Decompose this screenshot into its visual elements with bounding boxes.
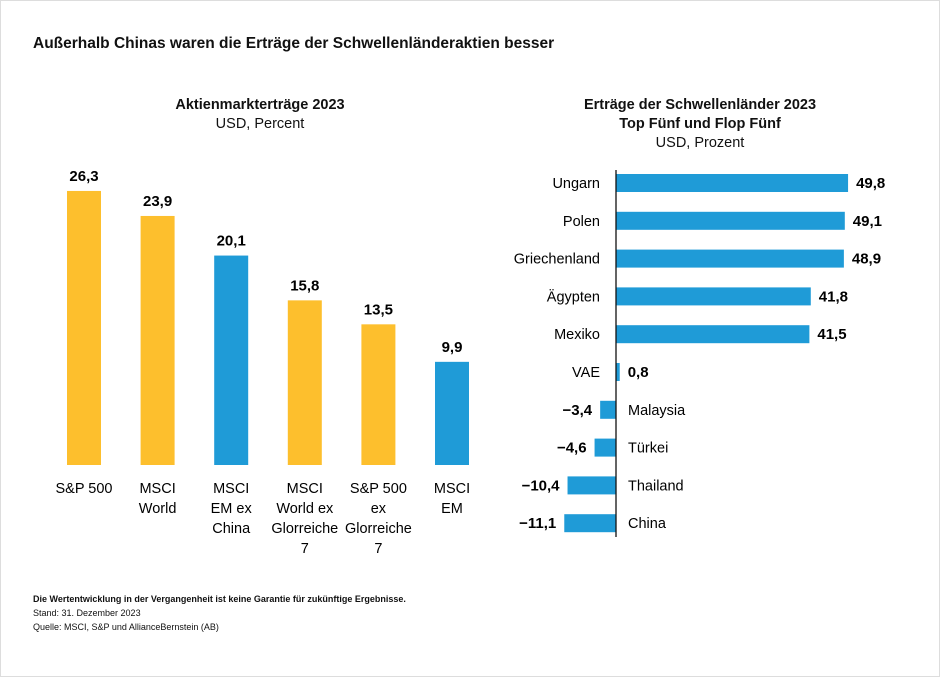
bar	[616, 287, 811, 306]
category-label: China	[212, 521, 251, 537]
category-label: EM ex	[211, 501, 253, 517]
category-label: World	[139, 501, 177, 517]
category-label: Mexiko	[554, 327, 600, 343]
data-label: −4,6	[557, 440, 587, 457]
category-label: MSCI	[213, 481, 249, 497]
left-chart-header: Aktienmarkterträge 2023 USD, Percent	[110, 96, 410, 134]
data-label: 49,8	[856, 175, 885, 192]
right-chart-header: Erträge der Schwellenländer 2023 Top Fün…	[530, 96, 870, 153]
category-label: ex	[371, 501, 387, 517]
bar	[140, 215, 175, 465]
right-chart-subtitle: USD, Prozent	[655, 135, 745, 151]
bar	[616, 174, 849, 192]
data-label: 41,8	[819, 288, 848, 305]
data-label: 13,5	[364, 301, 393, 318]
bar	[616, 249, 844, 268]
data-label: −10,4	[522, 477, 561, 494]
right-chart-title: Erträge der Schwellenländer 2023	[583, 97, 817, 113]
data-label: 49,1	[853, 213, 882, 230]
data-label: 15,8	[290, 277, 319, 294]
data-label: 48,9	[852, 251, 881, 268]
category-label: Griechenland	[514, 252, 600, 268]
data-label: 0,8	[628, 364, 649, 381]
bar	[435, 361, 469, 465]
category-label: China	[628, 516, 667, 532]
date-note: Stand: 31. Dezember 2023	[33, 608, 141, 618]
category-label: Ungarn	[552, 176, 600, 192]
category-label: Glorreiche	[345, 521, 412, 537]
category-label: World ex	[276, 501, 334, 517]
data-label: 20,1	[217, 233, 246, 250]
category-label: 7	[301, 541, 309, 557]
category-label: Türkei	[628, 441, 668, 457]
bar	[616, 325, 810, 344]
bar	[594, 438, 616, 457]
source-note: Quelle: MSCI, S&P und AllianceBernstein …	[33, 622, 219, 632]
right-chart-title2: Top Fünf und Flop Fünf	[619, 116, 781, 132]
disclaimer: Die Wertentwicklung in der Vergangenheit…	[33, 594, 406, 604]
category-label: EM	[441, 501, 463, 517]
category-label: Polen	[563, 214, 600, 230]
data-label: 23,9	[143, 193, 172, 210]
data-label: −11,1	[519, 515, 556, 532]
category-label: Thailand	[628, 478, 684, 494]
bar	[600, 400, 616, 419]
footer: Die Wertentwicklung in der Vergangenheit…	[33, 592, 406, 634]
category-label: MSCI	[434, 481, 470, 497]
page-title: Außerhalb Chinas waren die Erträge der S…	[33, 35, 555, 52]
bar	[287, 300, 322, 465]
category-label: Glorreiche	[271, 521, 338, 537]
category-label: VAE	[572, 365, 600, 381]
bar	[567, 476, 616, 495]
data-label: 26,3	[69, 168, 98, 185]
data-label: −3,4	[563, 402, 593, 419]
category-label: S&P 500	[350, 481, 407, 497]
category-label: S&P 500	[56, 481, 113, 497]
bar	[616, 211, 845, 230]
data-label: 9,9	[442, 339, 463, 356]
category-label: MSCI	[287, 481, 323, 497]
category-label: Malaysia	[628, 403, 686, 419]
category-label: Ägypten	[547, 288, 600, 305]
left-chart-title: Aktienmarkterträge 2023	[175, 97, 345, 113]
category-label: MSCI	[139, 481, 175, 497]
bar	[564, 514, 616, 533]
bar	[616, 363, 620, 381]
bar	[214, 255, 249, 465]
data-label: 41,5	[817, 326, 846, 343]
bar	[361, 324, 396, 465]
category-label: 7	[374, 541, 382, 557]
left-chart-subtitle: USD, Percent	[215, 116, 305, 132]
bar	[67, 190, 101, 466]
